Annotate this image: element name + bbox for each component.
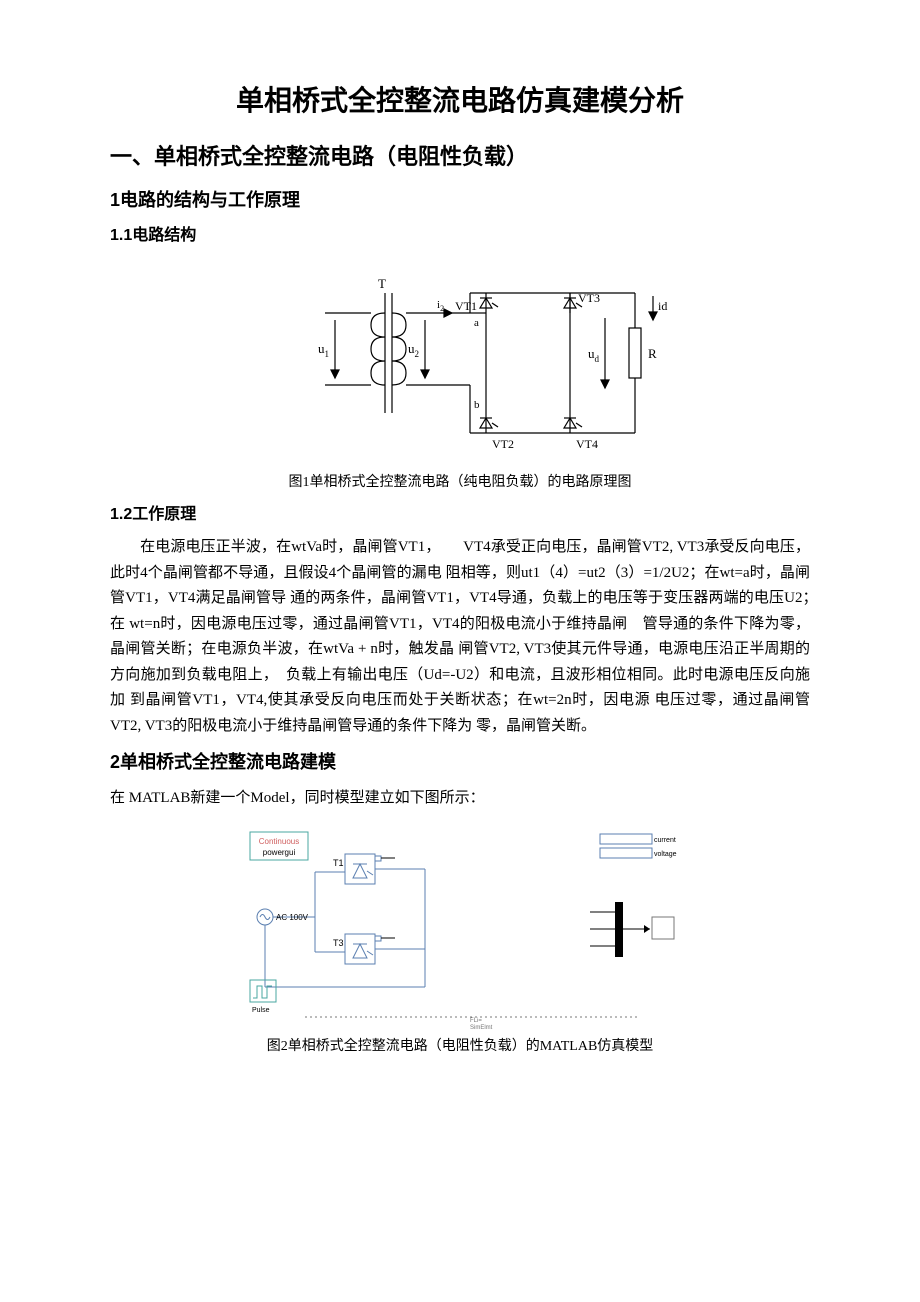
figure2-container: Continuous powergui AC 100V T1 T3 Pulse … bbox=[110, 822, 810, 1032]
fig2-T1: T1 bbox=[333, 858, 344, 868]
fig2-powergui1: Continuous bbox=[259, 837, 299, 846]
modeling-intro: 在 MATLAB新建一个Model，同时模型建立如下图所示： bbox=[110, 786, 810, 812]
fig1-VT4: VT4 bbox=[576, 437, 598, 451]
paragraph-workingprinciple: 在电源电压正半波，在wtVa时，晶闸管VT1， VT4承受正向电压，晶闸管VT2… bbox=[110, 535, 810, 739]
doc-title: 单相桥式全控整流电路仿真建模分析 bbox=[110, 80, 810, 122]
fig1-b: b bbox=[474, 399, 480, 411]
fig2-powergui2: powergui bbox=[263, 848, 296, 857]
subsubsection12-heading: 1.2工作原理 bbox=[110, 503, 810, 527]
section1-heading: 一、单相桥式全控整流电路（电阻性负载） bbox=[110, 140, 810, 173]
figure1-caption: 图1单相桥式全控整流电路（纯电阻负载）的电路原理图 bbox=[110, 472, 810, 493]
fig2-T3: T3 bbox=[333, 938, 344, 948]
paragraph-text: 在电源电压正半波，在wtVa时，晶闸管VT1， VT4承受正向电压，晶闸管VT2… bbox=[110, 539, 825, 734]
fig1-VT1: VT1 bbox=[455, 299, 477, 313]
svg-text:i2: i2 bbox=[437, 299, 444, 313]
subsection2-heading: 2单相桥式全控整流电路建模 bbox=[110, 749, 810, 776]
fig1-a: a bbox=[474, 317, 479, 329]
fig1-VT2: VT2 bbox=[492, 437, 514, 451]
fig2-pulse: Pulse bbox=[252, 1007, 270, 1014]
fig1-label-T: T bbox=[378, 276, 386, 291]
fig1-u1sub: 1 bbox=[325, 349, 330, 359]
figure2-caption: 图2单相桥式全控整流电路（电阻性负载）的MATLAB仿真模型 bbox=[110, 1036, 810, 1057]
fig2-footer: FLi=SimElmt bbox=[470, 1018, 493, 1031]
figure1-svg: T u1 u2 i2 VT1 a VT3 VT2 VT4 b ud R id bbox=[240, 258, 680, 468]
fig1-udsub: d bbox=[595, 354, 600, 364]
fig2-scope1: current bbox=[654, 837, 676, 844]
svg-text:u2: u2 bbox=[408, 341, 419, 359]
fig2-ac: AC 100V bbox=[276, 913, 309, 922]
figure1-container: T u1 u2 i2 VT1 a VT3 VT2 VT4 b ud R id bbox=[110, 258, 810, 468]
subsection1-heading: 1电路的结构与工作原理 bbox=[110, 187, 810, 214]
fig1-id: id bbox=[658, 299, 667, 313]
fig1-u2sub: 2 bbox=[415, 349, 420, 359]
fig1-VT3: VT3 bbox=[578, 291, 600, 305]
subsubsection11-heading: 1.1电路结构 bbox=[110, 224, 810, 248]
fig2-scope2: voltage bbox=[654, 851, 677, 858]
svg-text:u1: u1 bbox=[318, 341, 329, 359]
fig1-i2sub: 2 bbox=[440, 304, 444, 313]
svg-text:ud: ud bbox=[588, 346, 600, 364]
figure2-svg: Continuous powergui AC 100V T1 T3 Pulse … bbox=[220, 822, 700, 1032]
fig1-R: R bbox=[648, 346, 657, 361]
